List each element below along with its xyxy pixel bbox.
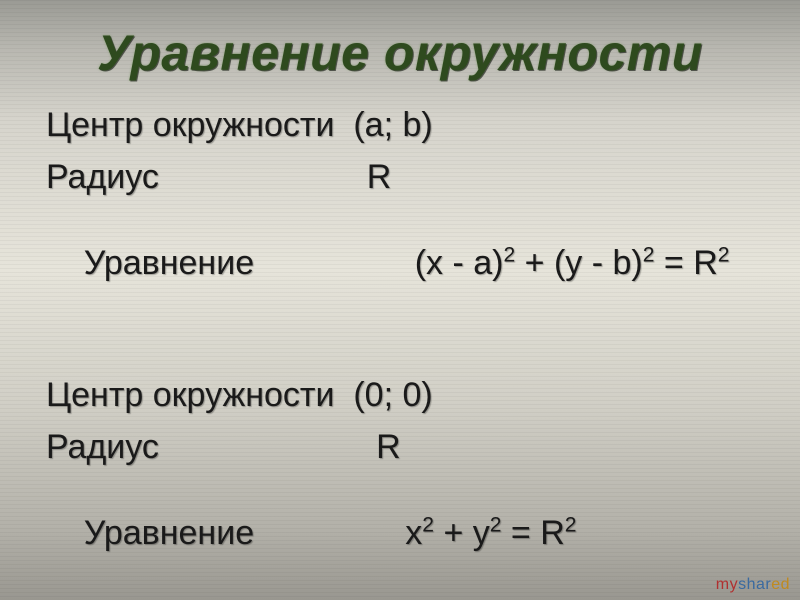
watermark-ed: ed (771, 576, 790, 593)
line-equation-1: Уравнение (x - a)2 + (y - b)2 = R2 (46, 212, 754, 314)
eq1-part-b: + (y - b) (515, 244, 643, 282)
slide: Уравнение окружности Центр окружности (a… (0, 0, 800, 600)
exponent: 2 (565, 514, 577, 537)
line-equation-2: Уравнение x2 + y2 = R2 (46, 482, 754, 584)
eq2-part-b: + y (434, 514, 490, 552)
eq2-part-c: = R (501, 514, 564, 552)
eq1-part-a: Уравнение (x - a) (84, 244, 504, 282)
line-center-ab: Центр окружности (a; b) (46, 108, 754, 142)
line-radius-1: Радиус R (46, 160, 754, 194)
exponent: 2 (718, 244, 730, 267)
eq2-part-a: Уравнение x (84, 514, 422, 552)
eq1-part-c: = R (654, 244, 717, 282)
watermark-my: my (716, 576, 738, 593)
spacer (46, 332, 754, 378)
exponent: 2 (503, 244, 515, 267)
exponent: 2 (643, 244, 655, 267)
slide-title: Уравнение окружности (46, 24, 754, 82)
watermark-shar: shar (738, 576, 771, 593)
line-center-00: Центр окружности (0; 0) (46, 378, 754, 412)
exponent: 2 (490, 514, 502, 537)
exponent: 2 (422, 514, 434, 537)
watermark: myshared (716, 576, 790, 594)
line-radius-2: Радиус R (46, 430, 754, 464)
